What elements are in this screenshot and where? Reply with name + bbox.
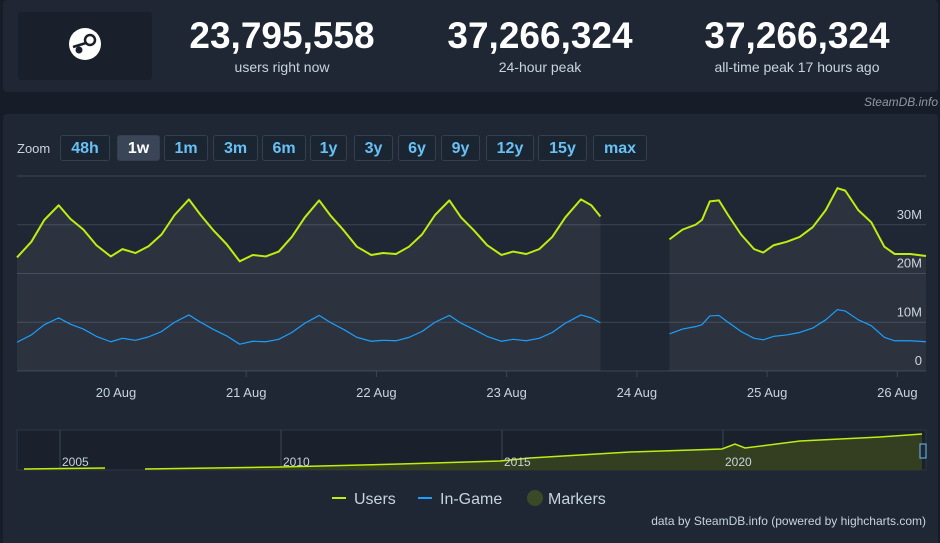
zoom-button[interactable]: 6m: [262, 135, 306, 161]
x-tick-label: 25 Aug: [747, 385, 788, 400]
x-tick-label: 26 Aug: [877, 385, 918, 400]
y-tick-label: 10M: [897, 304, 922, 319]
stat: 37,266,324 all-time peak 17 hours ago: [667, 14, 927, 76]
zoom-button[interactable]: 15y: [538, 135, 587, 161]
navigator-handle[interactable]: [919, 443, 927, 459]
y-tick-label: 20M: [897, 256, 922, 271]
stat-value: 37,266,324: [447, 15, 633, 56]
series-line: [16, 314, 601, 345]
stats-panel: [3, 0, 938, 92]
stat-label: users right now: [234, 59, 330, 75]
area: [17, 199, 601, 371]
x-tick-label: 24 Aug: [617, 385, 658, 400]
navigator-label: 2010: [283, 455, 310, 469]
x-tick-label: 22 Aug: [356, 385, 397, 400]
y-tick-label: 30M: [897, 207, 922, 222]
zoom-button[interactable]: 12y: [486, 135, 534, 161]
legend-label[interactable]: In-Game: [440, 491, 502, 508]
navigator: 2005 2010 2015 2020: [16, 429, 927, 471]
zoom-button[interactable]: 3m: [213, 135, 258, 161]
legend-swatch: [527, 490, 543, 506]
zoom-button[interactable]: 1w: [117, 135, 160, 161]
legend-label: Markers: [548, 491, 606, 508]
footer: data by SteamDB.info (powered by highcha…: [651, 514, 926, 528]
zoom-button[interactable]: 9y: [441, 135, 480, 161]
chart-panel: [3, 114, 938, 543]
zoom-button[interactable]: max: [593, 135, 647, 161]
navigator-label: 2005: [62, 455, 89, 469]
plot: 0 10M 20M 30M 20 Aug 21 Aug 22 Aug 23 Aug 24 Aug…: [16, 175, 927, 400]
x-tick-label: 21 Aug: [226, 385, 267, 400]
zoom-button[interactable]: 6y: [398, 135, 436, 161]
x-tick-label: 23 Aug: [486, 385, 527, 400]
legend-label[interactable]: Users: [354, 491, 396, 508]
series-line: [669, 308, 927, 343]
stat-value: 23,795,558: [189, 15, 375, 56]
stat-label: 24-hour peak: [498, 59, 582, 75]
zoom-label: Zoom: [17, 141, 51, 156]
x-tick-label: 20 Aug: [96, 385, 137, 400]
series-line: [16, 198, 602, 263]
zoom-button[interactable]: 1y: [310, 135, 347, 161]
stat: 23,795,558 users right now: [152, 14, 412, 76]
navigator-line: [23, 433, 923, 470]
area: [669, 188, 926, 371]
stat-value: 37,266,324: [704, 15, 890, 56]
zoom-button[interactable]: 3y: [354, 135, 393, 161]
y-tick-label: 0: [915, 353, 922, 368]
navigator-area: [24, 434, 922, 470]
credit: SteamDB.info: [863, 95, 938, 109]
series-line: [668, 187, 927, 257]
navigator-label: 2015: [504, 455, 531, 469]
navigator-label: 2020: [725, 455, 752, 469]
stat: 37,266,324 24-hour peak: [410, 14, 670, 76]
zoom-button[interactable]: 1m: [164, 135, 208, 161]
legend: Users In-Game Markers: [332, 490, 606, 508]
steam-logo: [18, 12, 152, 80]
stat-label: all-time peak 17 hours ago: [714, 59, 880, 75]
zoom-button[interactable]: 48h: [60, 135, 110, 161]
logo-icon: [69, 28, 101, 60]
